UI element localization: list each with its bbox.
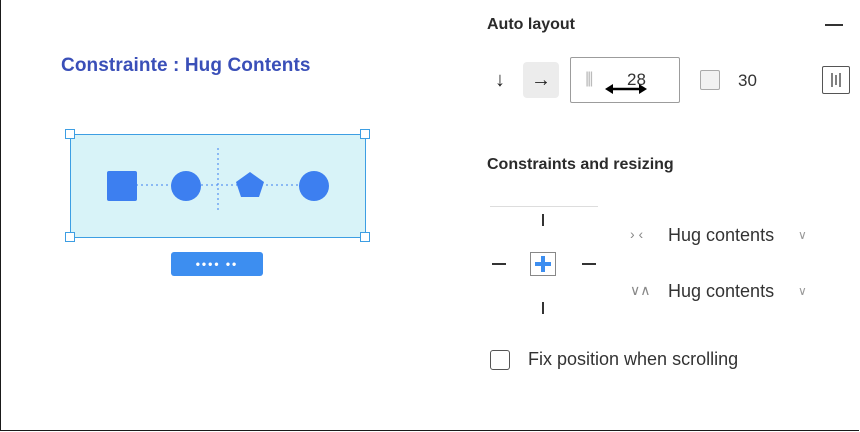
divider [490,206,598,207]
constraint-widget[interactable] [490,206,600,318]
pentagon-shape[interactable] [236,172,264,197]
fix-position-checkbox[interactable] [490,350,510,370]
constraint-right[interactable] [582,263,596,265]
resize-handle-bottom-left[interactable] [65,232,75,242]
constraint-top[interactable] [542,214,544,226]
direction-horizontal-button[interactable]: → [523,62,559,98]
properties-panel: Auto layout ↓ → ||| 30 Constraints and r… [470,0,860,432]
canvas-title: Constrainte : Hug Contents [61,55,311,76]
circle-shape-2[interactable] [299,171,329,201]
hug-horizontal-icon: › ‹ [630,226,644,242]
circle-shape[interactable] [171,171,201,201]
padding-value[interactable]: 30 [738,71,757,90]
spacing-icon: ||| [585,70,594,87]
design-canvas[interactable]: Constrainte : Hug Contents •••• •• [0,0,460,432]
frame-contents [107,148,329,212]
vertical-resizing-label: Hug contents [668,281,775,301]
center-plus-icon-bar [535,262,551,266]
resize-handle-top-left[interactable] [65,129,75,139]
constraints-title: Constraints and resizing [487,156,674,173]
horizontal-resize-cursor-icon [605,84,647,94]
item-spacing-field[interactable]: ||| [570,57,680,103]
constraint-bottom[interactable] [542,302,544,314]
chevron-down-icon: ∨ [798,284,807,298]
horizontal-resizing-label: Hug contents [668,225,775,245]
constraint-center[interactable] [530,252,556,276]
fix-position-label: Fix position when scrolling [528,349,739,369]
auto-layout-title: Auto layout [487,16,575,33]
direction-vertical-button[interactable]: ↓ [495,69,505,91]
minus-icon[interactable] [825,24,843,26]
padding-icon[interactable] [700,70,720,90]
resize-handle-bottom-right[interactable] [360,232,370,242]
chevron-down-icon: ∨ [798,228,807,242]
constraint-left[interactable] [492,263,506,265]
item-spacing-input[interactable] [627,70,667,90]
alignment-bars-icon [831,73,841,87]
resize-handle-top-right[interactable] [360,129,370,139]
frame-size-tag: •••• •• [171,252,263,276]
square-shape[interactable] [107,171,137,201]
alignment-icon[interactable] [822,66,850,94]
hug-vertical-icon: ∨∧ [630,282,651,298]
